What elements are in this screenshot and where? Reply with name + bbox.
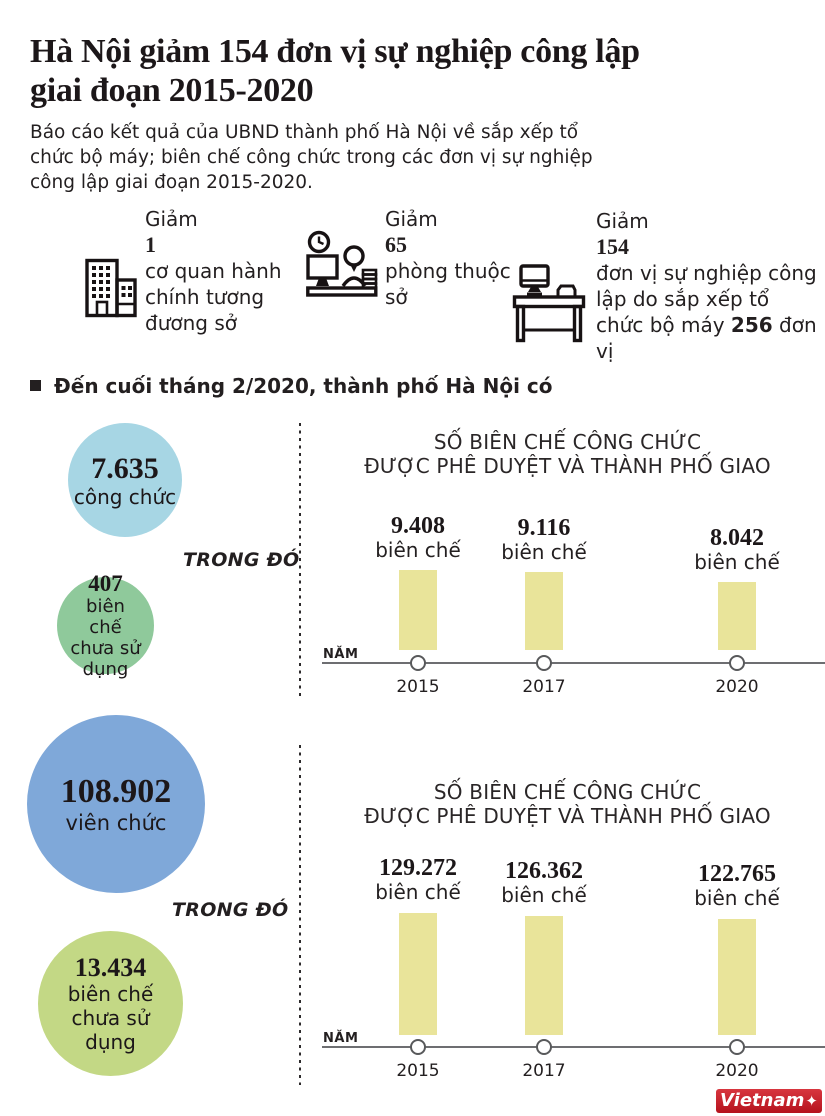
x-axis-label: NĂM (323, 1031, 359, 1046)
year-label-2020: 2020 (715, 1061, 759, 1081)
square-bullet-icon (30, 380, 41, 391)
circle-label: công chức (73, 484, 177, 509)
chart-title: SỐ BIÊN CHẾ CÔNG CHỨC ĐƯỢC PHÊ DUYỆT VÀ … (364, 430, 771, 478)
bar-2020 (718, 919, 756, 1035)
plot-area: 129.272 biên chế 126.362 biên chế 122.765 biê… (310, 825, 825, 1035)
axis-marker-2020 (729, 655, 745, 671)
sub-circle-bien-che-2: 13.434 biên chế chưa sử dụng (38, 931, 183, 1076)
bar-value-label-2015: 129.272 biên chế (333, 855, 503, 904)
bar-2017 (525, 916, 563, 1035)
year-label-2020: 2020 (715, 677, 759, 697)
bar-2015 (399, 913, 437, 1035)
main-circle-vien-chuc: 108.902 viên chức (27, 715, 205, 893)
bar-value: 8.042 (710, 525, 764, 551)
circle-label: biên chế chưa sử dụng (67, 982, 154, 1054)
dotted-divider-1 (299, 423, 301, 700)
chart-vien-chuc: SỐ BIÊN CHẾ CÔNG CHỨC ĐƯỢC PHÊ DUYỆT VÀ … (310, 745, 825, 1085)
x-axis: 2015 2017 2020 (310, 1039, 825, 1081)
year-label-2015: 2015 (396, 677, 440, 697)
year-label-2015: 2015 (396, 1061, 440, 1081)
dotted-divider-2 (299, 745, 301, 1085)
note-trong-do-2: TRONG ĐÓ (172, 899, 289, 921)
bar-2015 (399, 570, 437, 650)
bar-value-label-2015: 9.408 biên chế (333, 513, 503, 562)
page-subtitle: Báo cáo kết quả của UBND thành phố Hà Nộ… (30, 122, 593, 193)
stat-value: 65 (385, 232, 407, 257)
bar-unit: biên chế (694, 550, 780, 574)
axis-marker-2020 (729, 1039, 745, 1055)
stat-departments: Giảm 65 phòng thuộc sở (385, 206, 515, 310)
stat-public-service-units: Giảm 154 đơn vị sự nghiệp công lập do sắ… (596, 208, 822, 364)
bar-value: 126.362 (505, 858, 583, 884)
stat-label: Giảm (596, 209, 649, 233)
building-icon (84, 258, 138, 318)
circle-value: 7.635 (91, 451, 159, 485)
axis-line (322, 1046, 825, 1048)
sub-circle-bien-che-1: 407 biên chế chưa sử dụng (57, 571, 154, 680)
bar-value: 122.765 (698, 861, 776, 887)
stat-label: Giảm (145, 207, 198, 231)
building-windows (92, 266, 132, 298)
page-title-line2: giai đoạn 2015-2020 (30, 72, 314, 109)
bar-unit: biên chế (694, 886, 780, 910)
main-circle-cong-chuc: 7.635 công chức (68, 423, 182, 537)
axis-line (322, 662, 825, 664)
bar-value: 9.116 (517, 515, 571, 541)
circle-label: biên chế chưa sử dụng (70, 596, 141, 680)
bar-unit: biên chế (375, 538, 461, 562)
axis-marker-2017 (536, 1039, 552, 1055)
bar-value-label-2020: 8.042 biên chế (652, 525, 822, 574)
stat-description: cơ quan hành chính tương đương sở (145, 259, 282, 335)
bar-value-label-2017: 9.116 biên chế (459, 515, 629, 564)
vietnamplus-logo: Vietnam ✦ (716, 1089, 822, 1113)
bar-unit: biên chế (501, 883, 587, 907)
stat-label: Giảm (385, 207, 438, 231)
x-axis: 2015 2017 2020 (310, 655, 825, 697)
circle-label: viên chức (65, 811, 167, 835)
circle-value: 13.434 (74, 953, 147, 982)
stat-value: 1 (145, 232, 156, 257)
bar-unit: biên chế (501, 540, 587, 564)
section-header: Đến cuối tháng 2/2020, thành phố Hà Nội … (30, 374, 553, 398)
bar-unit: biên chế (375, 880, 461, 904)
axis-marker-2015 (410, 1039, 426, 1055)
axis-marker-2015 (410, 655, 426, 671)
circle-value: 407 (88, 571, 123, 596)
stat-description: phòng thuộc sở (385, 259, 511, 309)
office-desk-computer-icon (512, 264, 586, 344)
bar-2017 (525, 572, 563, 650)
plus-star-icon: ✦ (805, 1092, 818, 1110)
bar-value-label-2017: 126.362 biên chế (459, 858, 629, 907)
bar-2020 (718, 582, 756, 650)
plot-area: 9.408 biên chế 9.116 biên chế 8.042 biên chế (310, 473, 825, 650)
stat-value: 154 (596, 234, 629, 259)
circle-value: 108.902 (60, 773, 172, 810)
bar-value: 9.408 (391, 513, 445, 539)
page-title-line1: Hà Nội giảm 154 đơn vị sự nghiệp công lậ… (30, 33, 640, 70)
note-trong-do-1: TRONG ĐÓ (183, 549, 300, 571)
axis-marker-2017 (536, 655, 552, 671)
chart-cong-chuc: SỐ BIÊN CHẾ CÔNG CHỨC ĐƯỢC PHÊ DUYỆT VÀ … (310, 423, 825, 700)
chart-title: SỐ BIÊN CHẾ CÔNG CHỨC ĐƯỢC PHÊ DUYỆT VÀ … (364, 780, 771, 828)
clerk-desk-clock-icon (306, 230, 378, 298)
year-label-2017: 2017 (522, 1061, 566, 1081)
bar-value: 129.272 (379, 855, 457, 881)
logo-text: Vietnam (720, 1090, 805, 1111)
stat-description: đơn vị sự nghiệp công lập do sắp xếp tổ … (596, 261, 817, 363)
year-label-2017: 2017 (522, 677, 566, 697)
x-axis-label: NĂM (323, 647, 359, 662)
stat-admin-agency: Giảm 1 cơ quan hành chính tương đương sở (145, 206, 300, 336)
bar-value-label-2020: 122.765 biên chế (652, 861, 822, 910)
page-title: Hà Nội giảm 154 đơn vị sự nghiệp công lậ… (30, 32, 640, 110)
